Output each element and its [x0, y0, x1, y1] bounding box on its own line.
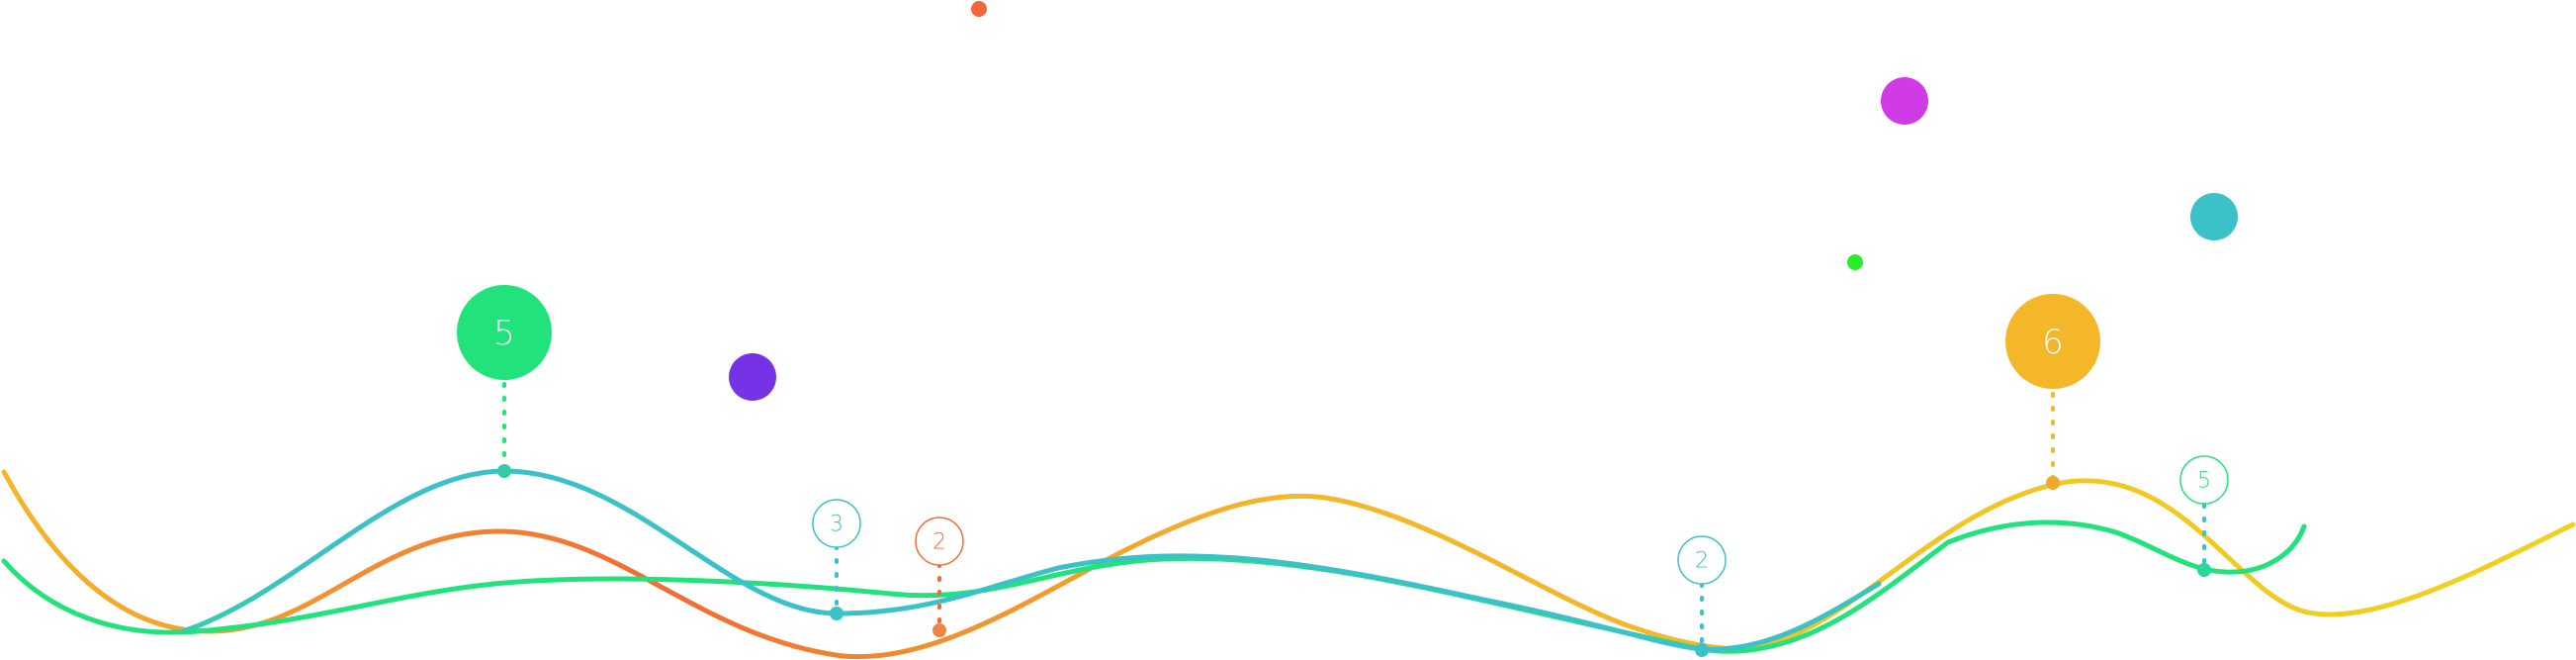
- marker-bubble-right-2: 2: [1677, 535, 1727, 585]
- svg-text:2: 2: [933, 530, 946, 555]
- yellow-wave-line-right: [1737, 478, 2576, 652]
- anchor-dot: [2197, 563, 2211, 577]
- teal-wave-line: [180, 468, 1882, 652]
- marker-bubble-left-2: 2: [915, 517, 964, 566]
- green-wave-line: [1, 519, 2307, 654]
- anchor-dot: [497, 464, 511, 478]
- svg-text:2: 2: [1695, 549, 1709, 574]
- marker-bubble-left-5: 5: [457, 285, 552, 380]
- anchor-dot: [2046, 476, 2060, 490]
- magenta-dot: [1881, 77, 1928, 125]
- marker-bubble-3: 3: [812, 499, 861, 548]
- anchor-dot: [830, 607, 844, 620]
- anchor-dot: [1695, 643, 1709, 657]
- yellow-wave-line: [1, 469, 1743, 660]
- anchor-dot: [933, 623, 946, 637]
- red-orange-dot: [971, 1, 987, 17]
- teal-dot: [2190, 193, 2238, 240]
- marker-bubble-right-5: 5: [2179, 455, 2229, 505]
- svg-text:5: 5: [493, 314, 515, 353]
- svg-text:3: 3: [830, 513, 844, 537]
- svg-text:6: 6: [2042, 323, 2064, 362]
- marker-bubble-6: 6: [2005, 294, 2100, 389]
- svg-text:5: 5: [2197, 469, 2211, 494]
- purple-dot: [729, 353, 776, 401]
- lime-dot: [1847, 254, 1863, 270]
